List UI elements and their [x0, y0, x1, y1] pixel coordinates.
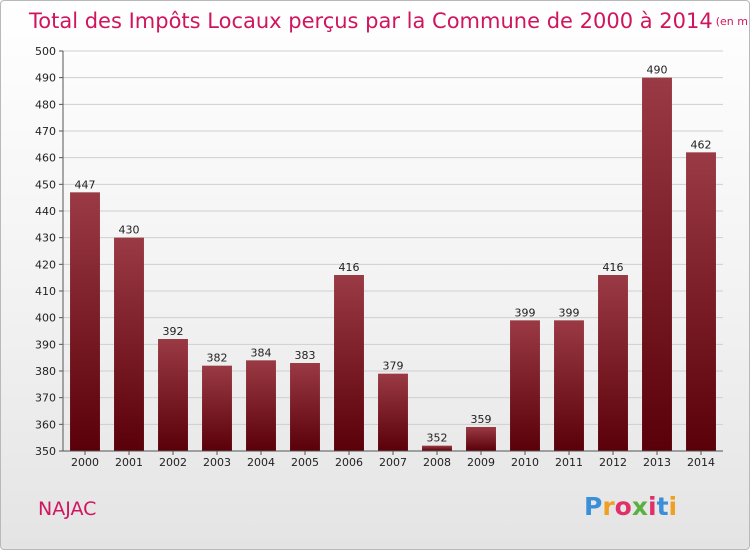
logo-letter: i: [648, 492, 657, 521]
bar-value-label: 399: [515, 306, 536, 319]
x-tick-label: 2003: [203, 456, 231, 469]
y-tick-label: 440: [35, 205, 56, 218]
x-tick-label: 2001: [115, 456, 143, 469]
logo-letter: o: [614, 492, 632, 521]
bar: [114, 237, 144, 451]
bar-value-label: 490: [647, 64, 668, 77]
bar: [466, 427, 496, 451]
bar: [598, 275, 628, 451]
proxiti-logo: Proxiti: [584, 492, 677, 521]
y-tick-label: 410: [35, 285, 56, 298]
bar-value-label: 384: [251, 346, 272, 359]
x-tick-label: 2007: [379, 456, 407, 469]
bar-value-label: 392: [163, 325, 184, 338]
bar-value-label: 382: [207, 352, 228, 365]
x-tick-label: 2010: [511, 456, 539, 469]
bar: [642, 77, 672, 452]
bar: [510, 320, 540, 451]
x-tick-label: 2009: [467, 456, 495, 469]
y-tick-label: 380: [35, 365, 56, 378]
bar: [290, 363, 320, 451]
bar-value-label: 462: [691, 138, 712, 151]
x-tick-label: 2011: [555, 456, 583, 469]
bar: [246, 360, 276, 451]
y-tick-label: 420: [35, 258, 56, 271]
logo-letter: x: [631, 492, 648, 521]
chart-title-text: Total des Impôts Locaux perçus par la Co…: [28, 9, 713, 33]
y-tick-label: 390: [35, 338, 56, 351]
x-tick-label: 2006: [335, 456, 363, 469]
y-tick-label: 450: [35, 178, 56, 191]
bar: [686, 152, 716, 452]
chart-title: Total des Impôts Locaux perçus par la Co…: [28, 9, 750, 33]
y-tick-label: 490: [35, 72, 56, 85]
y-tick-label: 430: [35, 232, 56, 245]
grid-layer: [63, 50, 723, 452]
bar-value-label: 359: [471, 413, 492, 426]
bar-value-label: 352: [427, 432, 448, 445]
bar: [70, 192, 100, 452]
x-tick-label: 2005: [291, 456, 319, 469]
y-tick-label: 400: [35, 312, 56, 325]
bar: [554, 320, 584, 451]
x-tick-label: 2000: [71, 456, 99, 469]
bar-value-label: 383: [295, 349, 316, 362]
y-tick-label: 370: [35, 392, 56, 405]
bar: [334, 275, 364, 451]
bar: [158, 339, 188, 451]
bar: [422, 445, 452, 451]
axis-layer: 350 360 370 380 390 400 410 420 430 440 450 460 470 4…: [35, 45, 723, 469]
bar-value-label: 379: [383, 360, 404, 373]
y-tick-label: 460: [35, 152, 56, 165]
bar-value-label: 399: [559, 306, 580, 319]
y-tick-label: 500: [35, 45, 56, 58]
chart-unit-note: (en milliers d'€): [716, 15, 750, 28]
y-tick-label: 480: [35, 98, 56, 111]
logo-letter: i: [668, 492, 678, 521]
x-tick-label: 2013: [643, 456, 671, 469]
logo-letter: t: [656, 492, 669, 521]
bar-value-label: 416: [603, 261, 624, 274]
logo-letter: r: [602, 492, 615, 521]
bar: [202, 365, 232, 451]
y-tick-label: 470: [35, 125, 56, 138]
x-tick-label: 2004: [247, 456, 275, 469]
y-tick-label: 360: [35, 418, 56, 431]
bar-value-label: 416: [339, 261, 360, 274]
x-tick-label: 2002: [159, 456, 187, 469]
bars-layer: 447 430 392 382 384 383 416 379 352 359 399 399 416 4…: [70, 64, 716, 452]
x-tick-label: 2012: [599, 456, 627, 469]
bar-value-label: 447: [75, 178, 96, 191]
logo-letter: P: [584, 492, 603, 521]
y-tick-label: 350: [35, 445, 56, 458]
bar-value-label: 430: [119, 224, 140, 237]
bar: [378, 373, 408, 451]
x-tick-label: 2008: [423, 456, 451, 469]
x-tick-label: 2014: [687, 456, 715, 469]
commune-name: NAJAC: [38, 498, 96, 520]
